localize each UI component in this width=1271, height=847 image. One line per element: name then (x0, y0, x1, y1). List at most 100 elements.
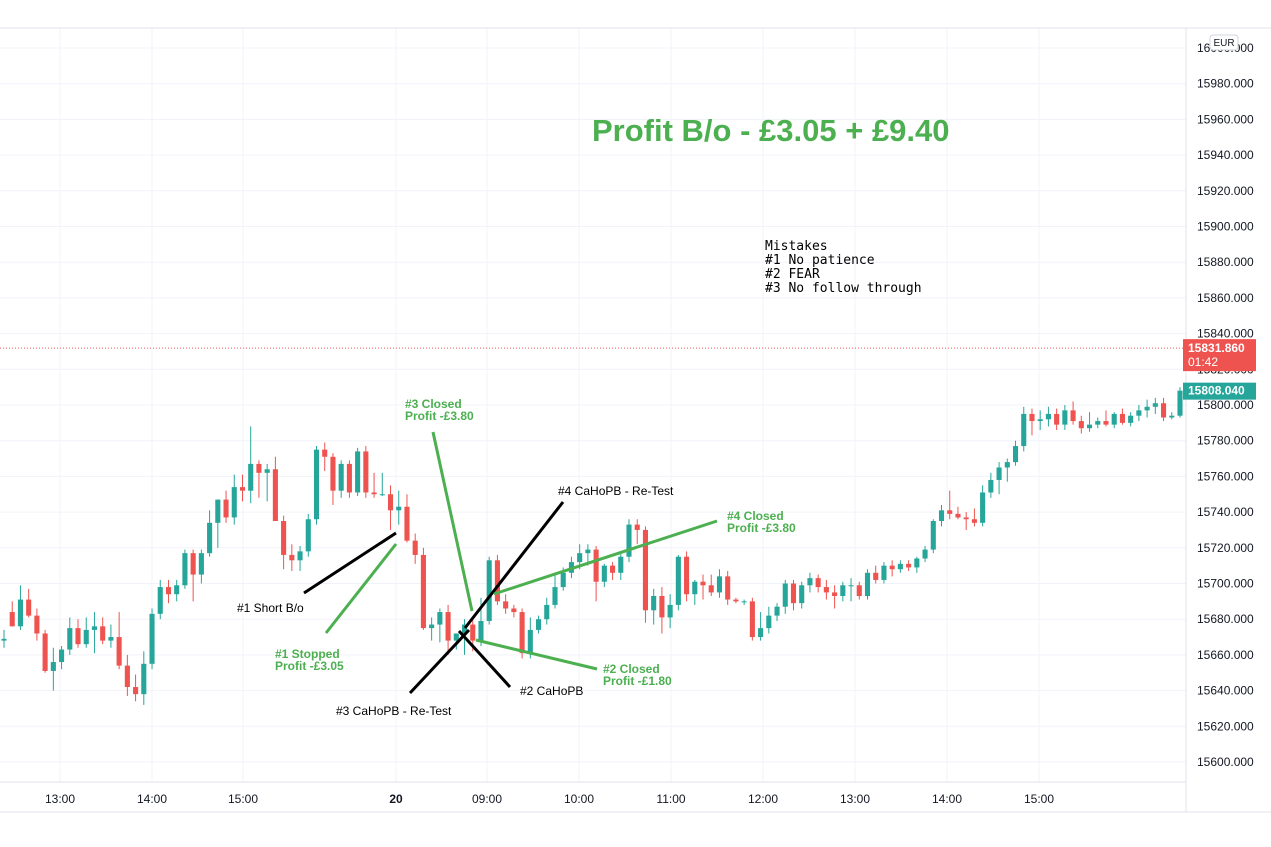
candle[interactable] (503, 594, 509, 614)
candle[interactable] (91, 612, 98, 654)
candle[interactable] (338, 460, 344, 498)
candle[interactable] (1062, 405, 1068, 430)
candle[interactable] (215, 499, 221, 548)
candle[interactable] (1103, 410, 1109, 427)
candle[interactable] (980, 485, 986, 527)
candle[interactable] (26, 588, 32, 618)
candle[interactable] (601, 563, 607, 588)
candle[interactable] (749, 597, 755, 641)
candle[interactable] (1004, 458, 1010, 482)
candle[interactable] (248, 426, 254, 504)
candle[interactable] (396, 490, 402, 525)
trendline-closed-2[interactable] (475, 638, 598, 671)
trendline-cahopb-2[interactable] (457, 629, 512, 689)
candle[interactable] (708, 574, 714, 596)
candle[interactable] (848, 578, 854, 602)
candle[interactable] (782, 579, 788, 614)
candle[interactable] (988, 472, 994, 498)
currency-badge[interactable]: EUR (1209, 34, 1239, 51)
candle[interactable] (856, 581, 862, 600)
trendline-cahopb-4[interactable] (463, 501, 565, 629)
candle[interactable] (165, 579, 172, 604)
candle[interactable] (840, 581, 846, 602)
candle[interactable] (387, 485, 394, 530)
candle[interactable] (1136, 405, 1142, 422)
candle[interactable] (634, 519, 640, 545)
candle[interactable] (223, 490, 229, 523)
candle[interactable] (864, 569, 871, 600)
candle[interactable] (807, 572, 813, 593)
time-axis[interactable]: 13:00 14:00 15:00 20 09:00 10:00 11:00 12:00 13:… (45, 792, 1054, 806)
candle[interactable] (832, 585, 838, 609)
candle[interactable] (297, 546, 303, 572)
trendline-closed-4[interactable] (493, 519, 718, 596)
candle[interactable] (758, 612, 764, 641)
candle[interactable] (955, 506, 961, 520)
candle[interactable] (996, 462, 1002, 495)
candle[interactable] (815, 574, 821, 593)
candle[interactable] (1037, 410, 1043, 430)
candle[interactable] (1177, 387, 1183, 418)
candle[interactable] (182, 549, 188, 589)
candle[interactable] (174, 579, 180, 602)
price-axis[interactable]: 15600.000 15620.000 15640.000 15660.000 1568… (1197, 41, 1254, 769)
candle[interactable] (1086, 412, 1093, 432)
candle[interactable] (544, 597, 550, 625)
candle[interactable] (930, 519, 936, 554)
candle[interactable] (355, 447, 361, 497)
candle[interactable] (725, 571, 731, 605)
candle[interactable] (67, 617, 73, 655)
candle[interactable] (116, 612, 122, 670)
candle[interactable] (881, 562, 887, 584)
candle[interactable] (231, 474, 237, 525)
candle[interactable] (1152, 397, 1158, 414)
candle[interactable] (552, 572, 558, 609)
candle[interactable] (675, 554, 681, 611)
candle[interactable] (1119, 408, 1125, 425)
candle[interactable] (1095, 417, 1101, 429)
candle[interactable] (947, 490, 953, 520)
candle[interactable] (363, 446, 369, 498)
candle[interactable] (889, 560, 895, 577)
candle[interactable] (141, 651, 147, 705)
candle[interactable] (799, 581, 805, 609)
candle[interactable] (774, 603, 780, 621)
candle[interactable] (83, 617, 89, 648)
candle[interactable] (305, 513, 311, 557)
candle[interactable] (59, 645, 65, 670)
candles[interactable] (1, 387, 1183, 705)
candle[interactable] (1128, 412, 1134, 427)
candle[interactable] (486, 556, 492, 625)
candle[interactable] (1078, 415, 1084, 434)
candle[interactable] (914, 556, 920, 573)
candle[interactable] (346, 460, 352, 498)
candle[interactable] (272, 456, 278, 522)
candle[interactable] (198, 549, 204, 584)
candle[interactable] (412, 533, 418, 564)
candle[interactable] (535, 615, 542, 634)
candle[interactable] (790, 579, 797, 611)
candle[interactable] (124, 654, 130, 696)
candle[interactable] (50, 647, 56, 691)
candle[interactable] (190, 549, 196, 602)
candle[interactable] (75, 619, 81, 648)
candle[interactable] (626, 519, 632, 563)
candle[interactable] (256, 460, 262, 498)
candle[interactable] (322, 442, 328, 472)
candle[interactable] (17, 585, 23, 630)
candle[interactable] (971, 508, 977, 527)
candle[interactable] (313, 446, 320, 525)
candle[interactable] (700, 574, 706, 600)
candle[interactable] (157, 579, 163, 620)
candle[interactable] (906, 560, 912, 572)
candle[interactable] (100, 617, 106, 645)
candle[interactable] (1111, 412, 1117, 429)
trendline-stopped-1[interactable] (324, 543, 398, 634)
candle[interactable] (9, 601, 15, 627)
candle[interactable] (716, 569, 723, 598)
candle[interactable] (108, 624, 114, 648)
candle[interactable] (330, 453, 336, 505)
candle[interactable] (379, 472, 385, 497)
candle[interactable] (938, 504, 945, 527)
